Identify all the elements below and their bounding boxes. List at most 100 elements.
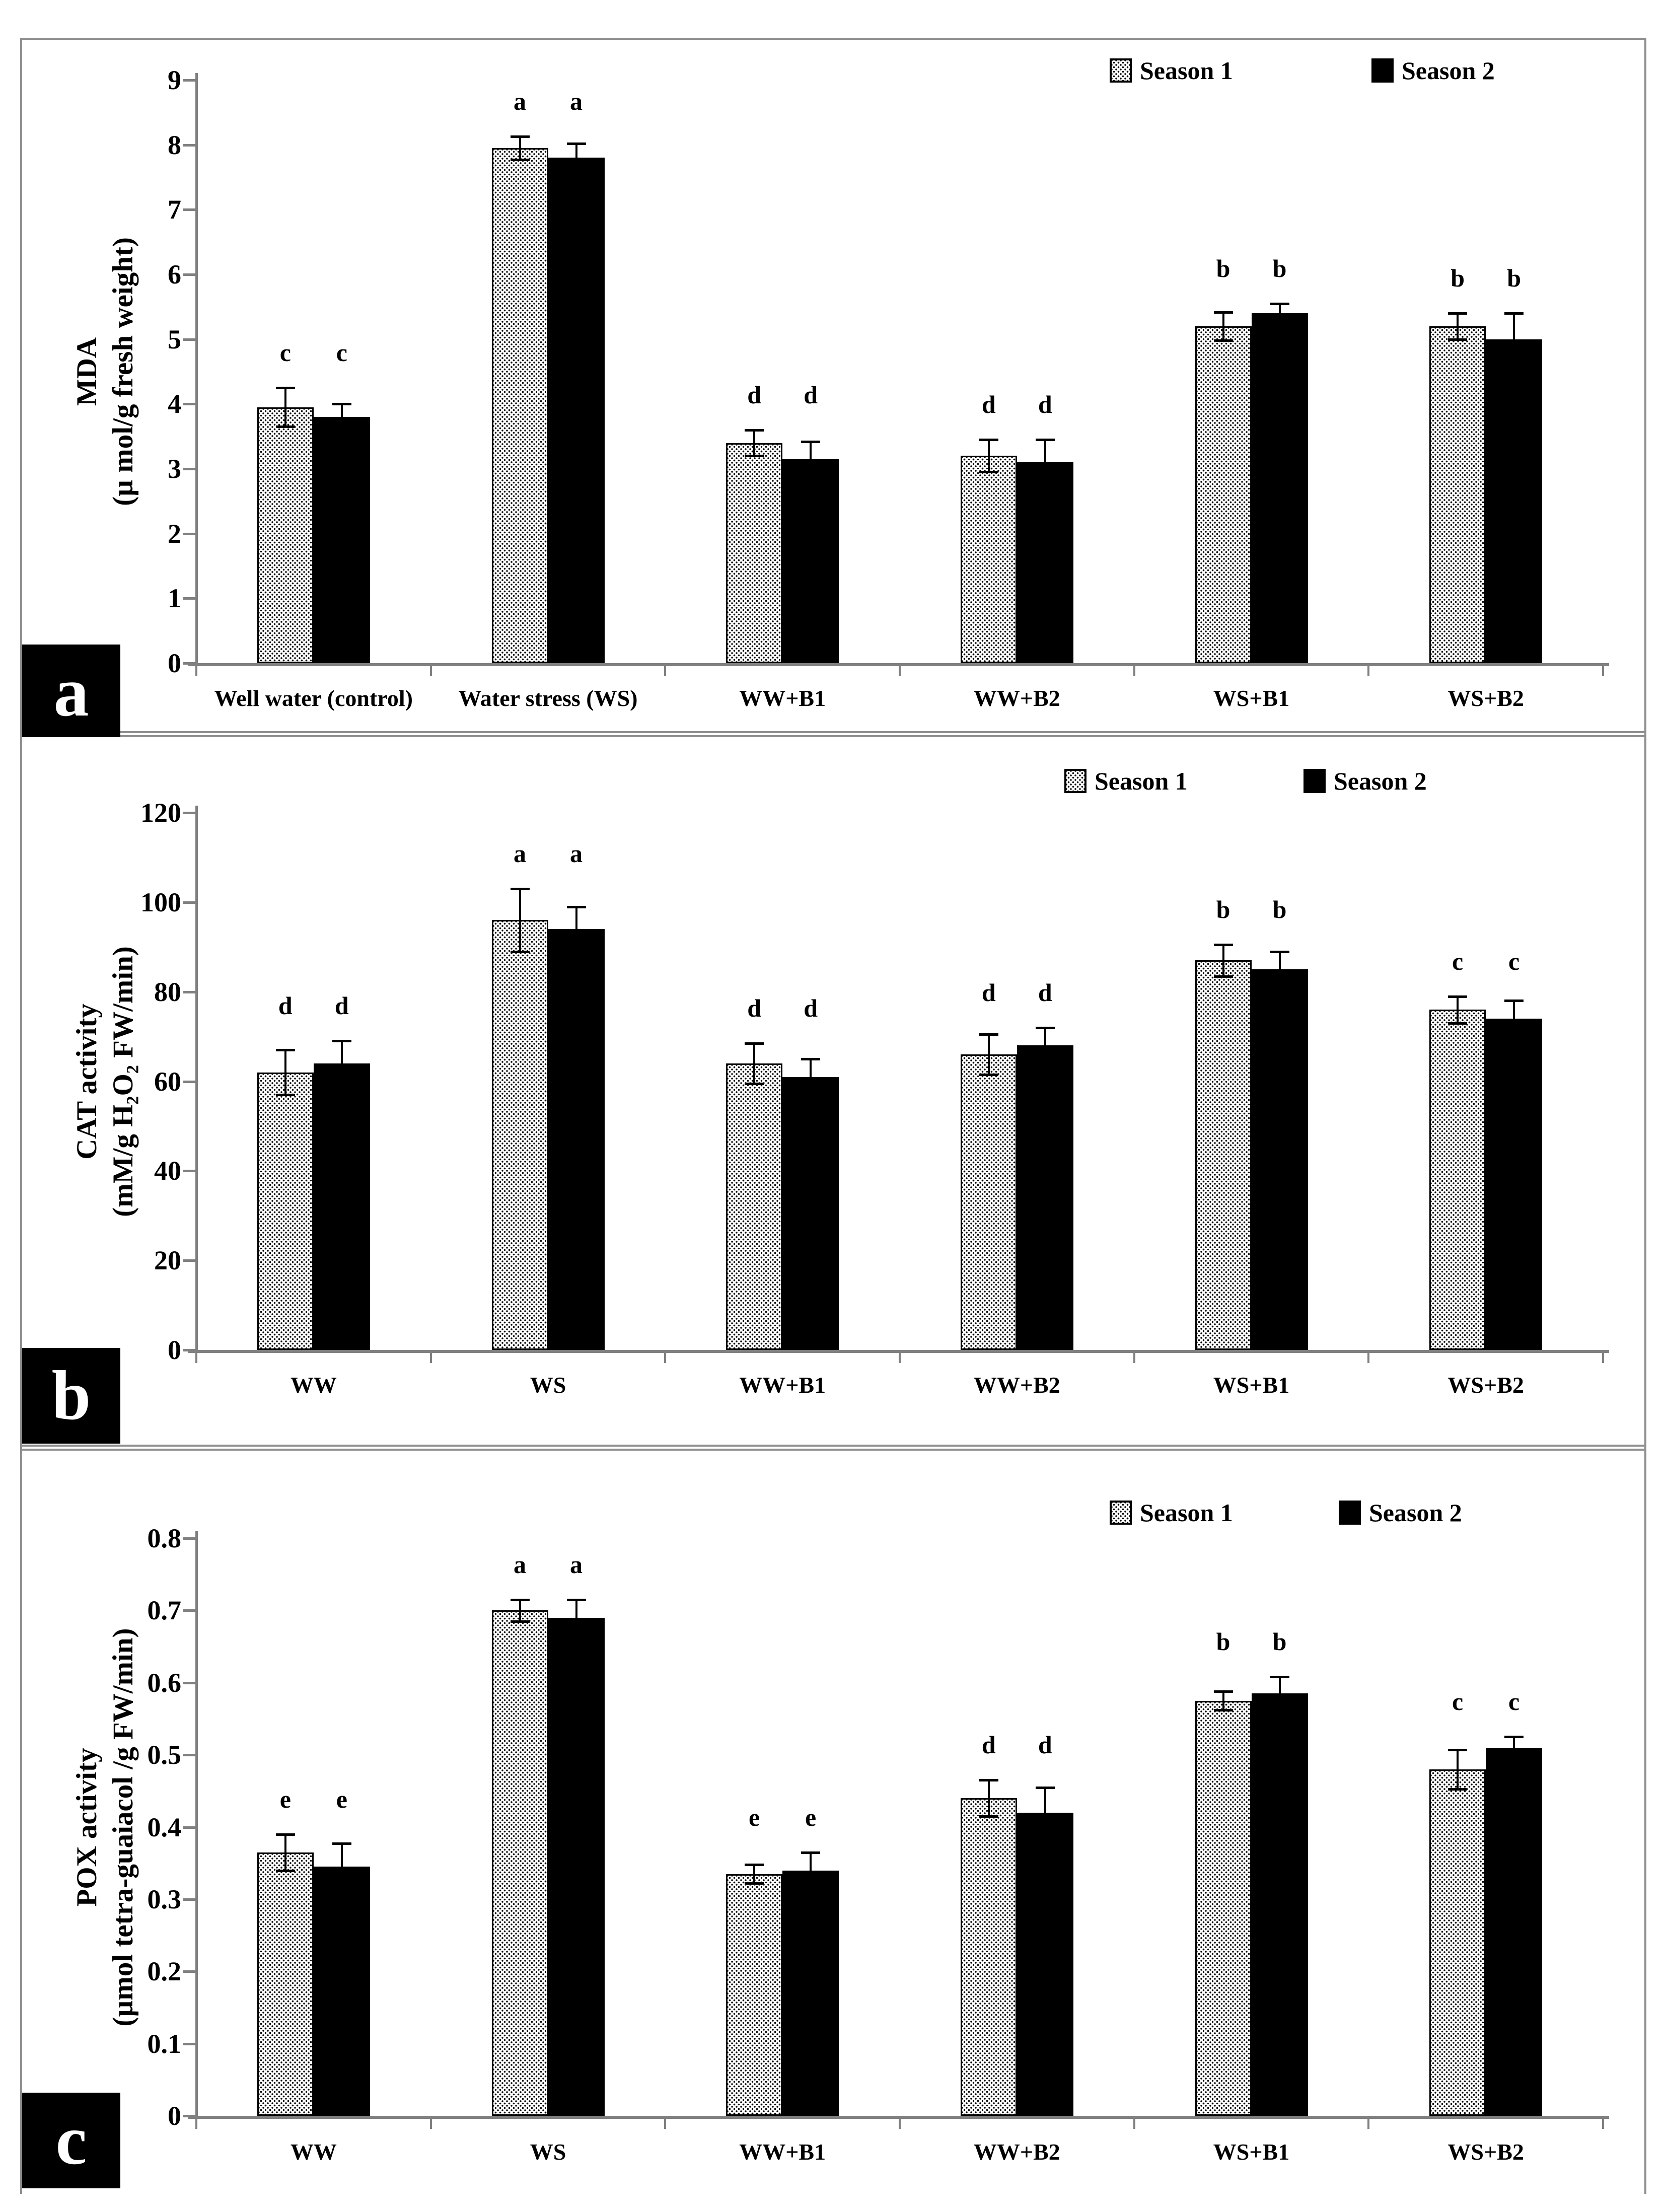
x-axis-label: WS+B2	[1447, 685, 1524, 711]
y-tick-label: 100	[140, 887, 181, 917]
significance-letter: b	[1216, 254, 1230, 282]
x-tick	[899, 1353, 901, 1363]
error-bar-cap-top	[566, 905, 586, 908]
bar-season2-ws	[548, 929, 605, 1350]
error-bar-cap-bottom	[1213, 975, 1233, 978]
x-tick	[1602, 2119, 1604, 2129]
error-bar	[519, 1599, 521, 1621]
x-axis-line	[188, 2116, 1609, 2119]
error-bar	[340, 1843, 343, 1890]
error-bar-cap-bottom	[1504, 364, 1524, 367]
legend: Season 1 Season 2	[22, 53, 1644, 93]
y-axis-line	[195, 806, 198, 1350]
error-bar-cap-top	[1035, 1786, 1055, 1789]
bar-season1-ww-b1	[726, 1063, 783, 1350]
bar-season1-ww	[257, 1852, 314, 2116]
error-bar	[575, 906, 577, 952]
y-tick	[183, 79, 196, 82]
legend-label-season2: Season 2	[1402, 56, 1495, 85]
y-tick-label: 0.1	[147, 2028, 182, 2059]
season2-swatch-icon	[1371, 58, 1394, 83]
y-tick-label: 4	[168, 389, 181, 419]
x-tick	[195, 666, 197, 676]
x-tick	[429, 666, 432, 676]
bar-season1-ws-b1	[1195, 960, 1252, 1350]
error-bar-cap-top	[801, 1058, 821, 1061]
error-bar	[987, 1034, 990, 1075]
y-tick	[183, 2042, 196, 2045]
error-bar	[1222, 1691, 1224, 1710]
error-bar	[575, 1599, 577, 1636]
y-tick	[183, 597, 196, 600]
error-bar-cap-bottom	[510, 1620, 530, 1623]
error-bar	[575, 144, 577, 172]
y-tick-label: 0.8	[147, 1523, 182, 1553]
error-bar	[284, 1050, 286, 1095]
error-bar-cap-top	[510, 1598, 530, 1601]
error-bar-cap-top	[1448, 995, 1468, 998]
error-bar	[1457, 1750, 1459, 1789]
significance-letter: d	[747, 380, 762, 409]
error-bar-cap-bottom	[332, 429, 351, 432]
bar-season2-ww-b2	[1017, 462, 1073, 663]
y-tick	[183, 403, 196, 406]
bar-season2-ws	[548, 1617, 605, 2116]
legend-item-season2: Season 2	[1303, 763, 1427, 799]
y-tick	[183, 1609, 196, 1612]
x-axis-label: WS	[530, 1372, 566, 1398]
x-tick	[1133, 666, 1135, 676]
y-tick	[183, 468, 196, 470]
legend-label-season1: Season 1	[1140, 56, 1233, 85]
x-axis-label: WW+B2	[973, 685, 1060, 711]
error-bar-cap-bottom	[1270, 322, 1289, 325]
error-bar-cap-top	[745, 1864, 764, 1867]
y-tick	[183, 2115, 196, 2117]
y-tick-label: 0.2	[147, 1956, 182, 1987]
bar-season1-ws-b1	[1195, 326, 1252, 663]
x-tick	[664, 666, 667, 676]
x-tick	[1602, 666, 1604, 676]
y-tick-label: 60	[154, 1066, 181, 1097]
error-bar-cap-bottom	[566, 1634, 586, 1637]
y-tick	[183, 812, 196, 814]
x-axis-line	[188, 663, 1609, 666]
y-axis-line	[195, 1531, 198, 2116]
error-bar-cap-bottom	[1270, 986, 1289, 989]
error-bar-cap-bottom	[801, 1094, 821, 1097]
error-bar	[519, 889, 521, 952]
legend-item-season2: Season 2	[1371, 53, 1495, 88]
error-bar-cap-top	[1270, 302, 1289, 305]
significance-letter: a	[570, 87, 583, 115]
significance-letter: b	[1272, 1627, 1287, 1656]
error-bar-cap-top	[510, 135, 530, 138]
significance-letter: c	[1508, 947, 1520, 975]
error-bar-cap-bottom	[332, 1889, 351, 1892]
bar-season1-ws-b2	[1429, 1769, 1486, 2116]
bar-season1-ww-b1	[726, 1874, 783, 2116]
error-bar-cap-top	[745, 429, 764, 432]
error-bar-cap-top	[332, 1040, 351, 1043]
x-tick	[1367, 2119, 1370, 2129]
error-bar-cap-bottom	[1504, 1757, 1524, 1760]
bar-season2-ws-b2	[1486, 339, 1543, 663]
panel-label: a	[22, 645, 120, 740]
error-bar-cap-top	[1270, 950, 1289, 953]
significance-letter: b	[1451, 264, 1465, 293]
error-bar-cap-top	[1448, 312, 1468, 315]
y-tick	[183, 1898, 196, 1901]
significance-letter: b	[1272, 895, 1287, 924]
error-bar-cap-top	[745, 1042, 764, 1045]
significance-letter: d	[1038, 390, 1052, 419]
error-bar-cap-top	[1035, 439, 1055, 442]
error-bar-cap-top	[275, 1833, 295, 1836]
error-bar-cap-top	[979, 1033, 998, 1036]
significance-letter: a	[514, 1550, 526, 1579]
error-bar-cap-top	[332, 403, 351, 406]
y-tick-label: 9	[168, 65, 181, 95]
season2-swatch-icon	[1339, 1501, 1361, 1525]
legend-label-season1: Season 1	[1095, 767, 1188, 795]
error-bar-cap-top	[510, 888, 530, 891]
y-tick	[183, 1970, 196, 1973]
bar-season2-ws-b1	[1251, 1693, 1308, 2116]
panel-label: b	[22, 1348, 120, 1444]
